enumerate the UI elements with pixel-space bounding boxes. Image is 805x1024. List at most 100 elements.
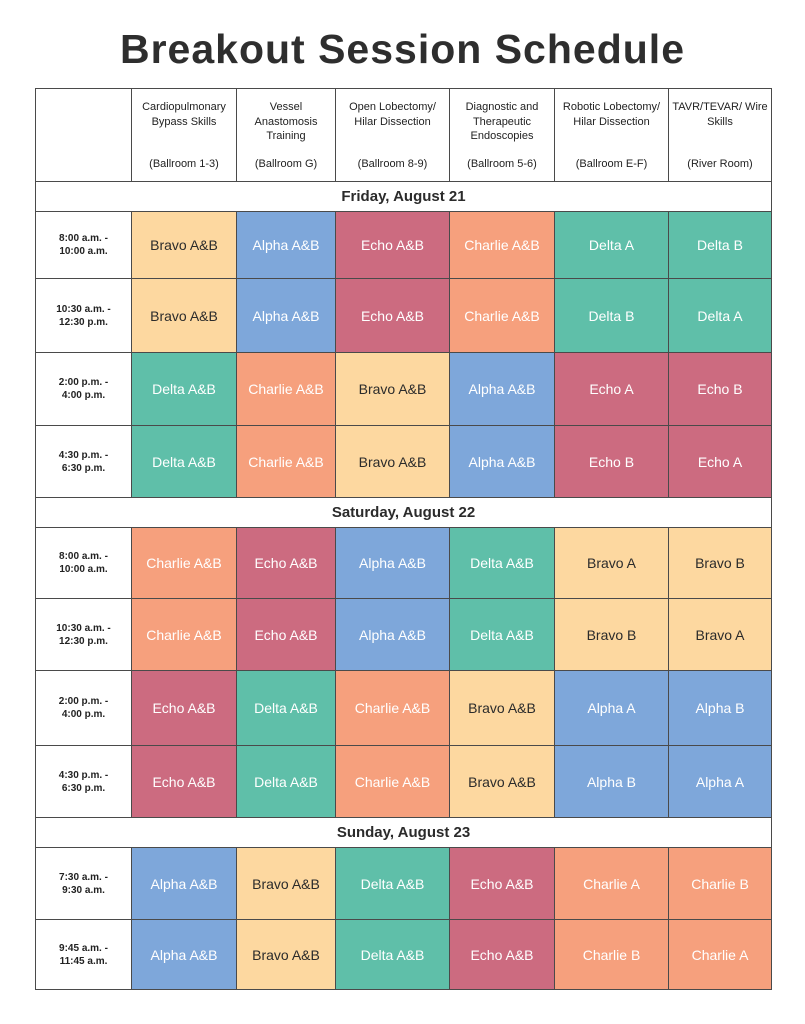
time-line: 10:30 a.m. - [56,622,111,634]
session-cell: Alpha A&B [449,425,555,498]
session-cell: Delta A&B [449,598,555,671]
day-heading: Saturday, August 22 [35,497,772,528]
session-cell: Delta A [554,211,669,279]
session-cell: Bravo A&B [335,352,450,426]
session-cell: Charlie B [554,919,669,990]
session-row: 10:30 a.m. -12:30 p.m. Bravo A&B Alpha A&B… [35,278,772,353]
session-cell: Echo A&B [335,278,450,353]
session-cell: Alpha A&B [131,847,237,920]
session-cell: Delta A [668,278,772,353]
session-cell: Charlie A&B [335,670,450,746]
session-cell: Charlie A&B [335,745,450,818]
session-cell: Bravo B [554,598,669,671]
session-cell: Echo A&B [131,670,237,746]
session-cell: Delta A&B [236,670,336,746]
column-header: TAVR/TEVAR/ Wire Skills (River Room) [668,88,772,182]
session-cell: Echo A [554,352,669,426]
session-cell: Charlie A&B [449,211,555,279]
time-cell: 4:30 p.m. -6:30 p.m. [35,425,132,498]
schedule-table: Cardiopulmonary Bypass Skills (Ballroom 1… [35,88,772,990]
time-line: 4:00 p.m. [61,709,106,720]
session-cell: Charlie A&B [236,352,336,426]
session-cell: Echo A&B [449,847,555,920]
session-row: 2:00 p.m. - 4:00 p.m. Delta A&B Charlie A&B… [35,352,772,426]
time-line: 9:45 a.m. - [59,942,108,954]
session-cell: Bravo B [668,527,772,599]
session-cell: Echo A&B [131,745,237,818]
time-line: 4:30 p.m. - [58,449,109,461]
session-row: 4:30 p.m. -6:30 p.m. Delta A&B Charlie A&B… [35,425,772,498]
time-cell: 8:00 a.m. - 10:00 a.m. [35,211,132,279]
column-room: (Ballroom 1-3) [149,158,219,170]
session-cell: Delta A&B [236,745,336,818]
column-room: (Ballroom 8-9) [357,158,428,170]
session-cell: Alpha A&B [131,919,237,990]
time-cell: 10:30 a.m. -12:30 p.m. [35,598,132,671]
session-cell: Bravo A&B [131,211,237,279]
session-row: 2:00 p.m. - 4:00 p.m. Echo A&B Delta A&B Cha… [35,670,772,746]
time-cell: 9:45 a.m. -11:45 a.m. [35,919,132,990]
session-row: 4:30 p.m. -6:30 p.m. Echo A&B Delta A&B Cha… [35,745,772,818]
column-name: TAVR/TEVAR/ Wire Skills [672,101,768,128]
session-cell: Charlie A&B [449,278,555,353]
session-row: 8:00 a.m. - 10:00 a.m. Bravo A&B Alpha A&B E… [35,211,772,279]
column-room: (River Room) [687,158,753,170]
session-row: 8:00 a.m. - 10:00 a.m. Charlie A&B Echo A&B… [35,527,772,599]
column-header: Open Lobectomy/ Hilar Dissection (Ballroo… [335,88,450,182]
day-row: Friday, August 21 [35,181,772,212]
session-cell: Bravo A [668,598,772,671]
time-cell: 8:00 a.m. - 10:00 a.m. [35,527,132,599]
column-room: (Ballroom 5-6) [467,158,537,170]
schedule-body: Friday, August 21 8:00 a.m. - 10:00 a.m. Br… [35,181,772,990]
session-cell: Echo A&B [236,527,336,599]
session-cell: Alpha A [668,745,772,818]
session-cell: Delta B [668,211,772,279]
session-cell: Delta B [554,278,669,353]
time-line: 7:30 a.m. - [59,871,108,883]
session-cell: Echo A [668,425,772,498]
session-cell: Charlie B [668,847,772,920]
time-line: 12:30 p.m. [59,635,108,647]
session-cell: Charlie A&B [236,425,336,498]
time-cell: 7:30 a.m. -9:30 a.m. [35,847,132,920]
session-cell: Bravo A [554,527,669,599]
session-cell: Delta A&B [335,847,450,920]
time-cell: 4:30 p.m. -6:30 p.m. [35,745,132,818]
time-line: 6:30 p.m. [61,782,106,794]
day-heading: Friday, August 21 [35,181,772,212]
column-name: Diagnostic and Therapeutic Endoscopies [465,101,539,142]
time-line: 12:30 p.m. [59,316,108,328]
time-line: 2:00 p.m. - [58,377,109,388]
session-cell: Alpha A&B [449,352,555,426]
column-name: Robotic Lobectomy/ Hilar Dissection [562,101,661,128]
column-room: (Ballroom E-F) [575,158,648,170]
session-cell: Bravo A&B [236,847,336,920]
session-cell: Alpha A&B [335,598,450,671]
session-cell: Bravo A&B [236,919,336,990]
session-cell: Bravo A&B [449,670,555,746]
time-line: 2:00 p.m. - [58,696,109,707]
column-name: Cardiopulmonary Bypass Skills [142,101,226,128]
day-row: Sunday, August 23 [35,817,772,848]
session-row: 9:45 a.m. -11:45 a.m. Alpha A&B Bravo A&B D… [35,919,772,990]
column-header: Robotic Lobectomy/ Hilar Dissection (Ball… [554,88,669,182]
session-cell: Bravo A&B [449,745,555,818]
session-cell: Charlie A&B [131,527,237,599]
session-cell: Alpha A [554,670,669,746]
session-cell: Bravo A&B [131,278,237,353]
column-name: Open Lobectomy/ Hilar Dissection [349,101,436,128]
session-cell: Delta A&B [131,352,237,426]
time-line: 8:00 a.m. - [59,233,108,244]
session-cell: Echo A&B [335,211,450,279]
time-line: 6:30 p.m. [61,462,106,474]
session-cell: Alpha B [554,745,669,818]
time-cell: 10:30 a.m. -12:30 p.m. [35,278,132,353]
session-row: 7:30 a.m. -9:30 a.m. Alpha A&B Bravo A&B De… [35,847,772,920]
session-row: 10:30 a.m. -12:30 p.m. Charlie A&B Echo A&… [35,598,772,671]
day-heading: Sunday, August 23 [35,817,772,848]
session-cell: Charlie A [668,919,772,990]
session-cell: Echo B [554,425,669,498]
time-cell: 2:00 p.m. - 4:00 p.m. [35,352,132,426]
column-header: Cardiopulmonary Bypass Skills (Ballroom 1… [131,88,237,182]
session-cell: Delta A&B [131,425,237,498]
